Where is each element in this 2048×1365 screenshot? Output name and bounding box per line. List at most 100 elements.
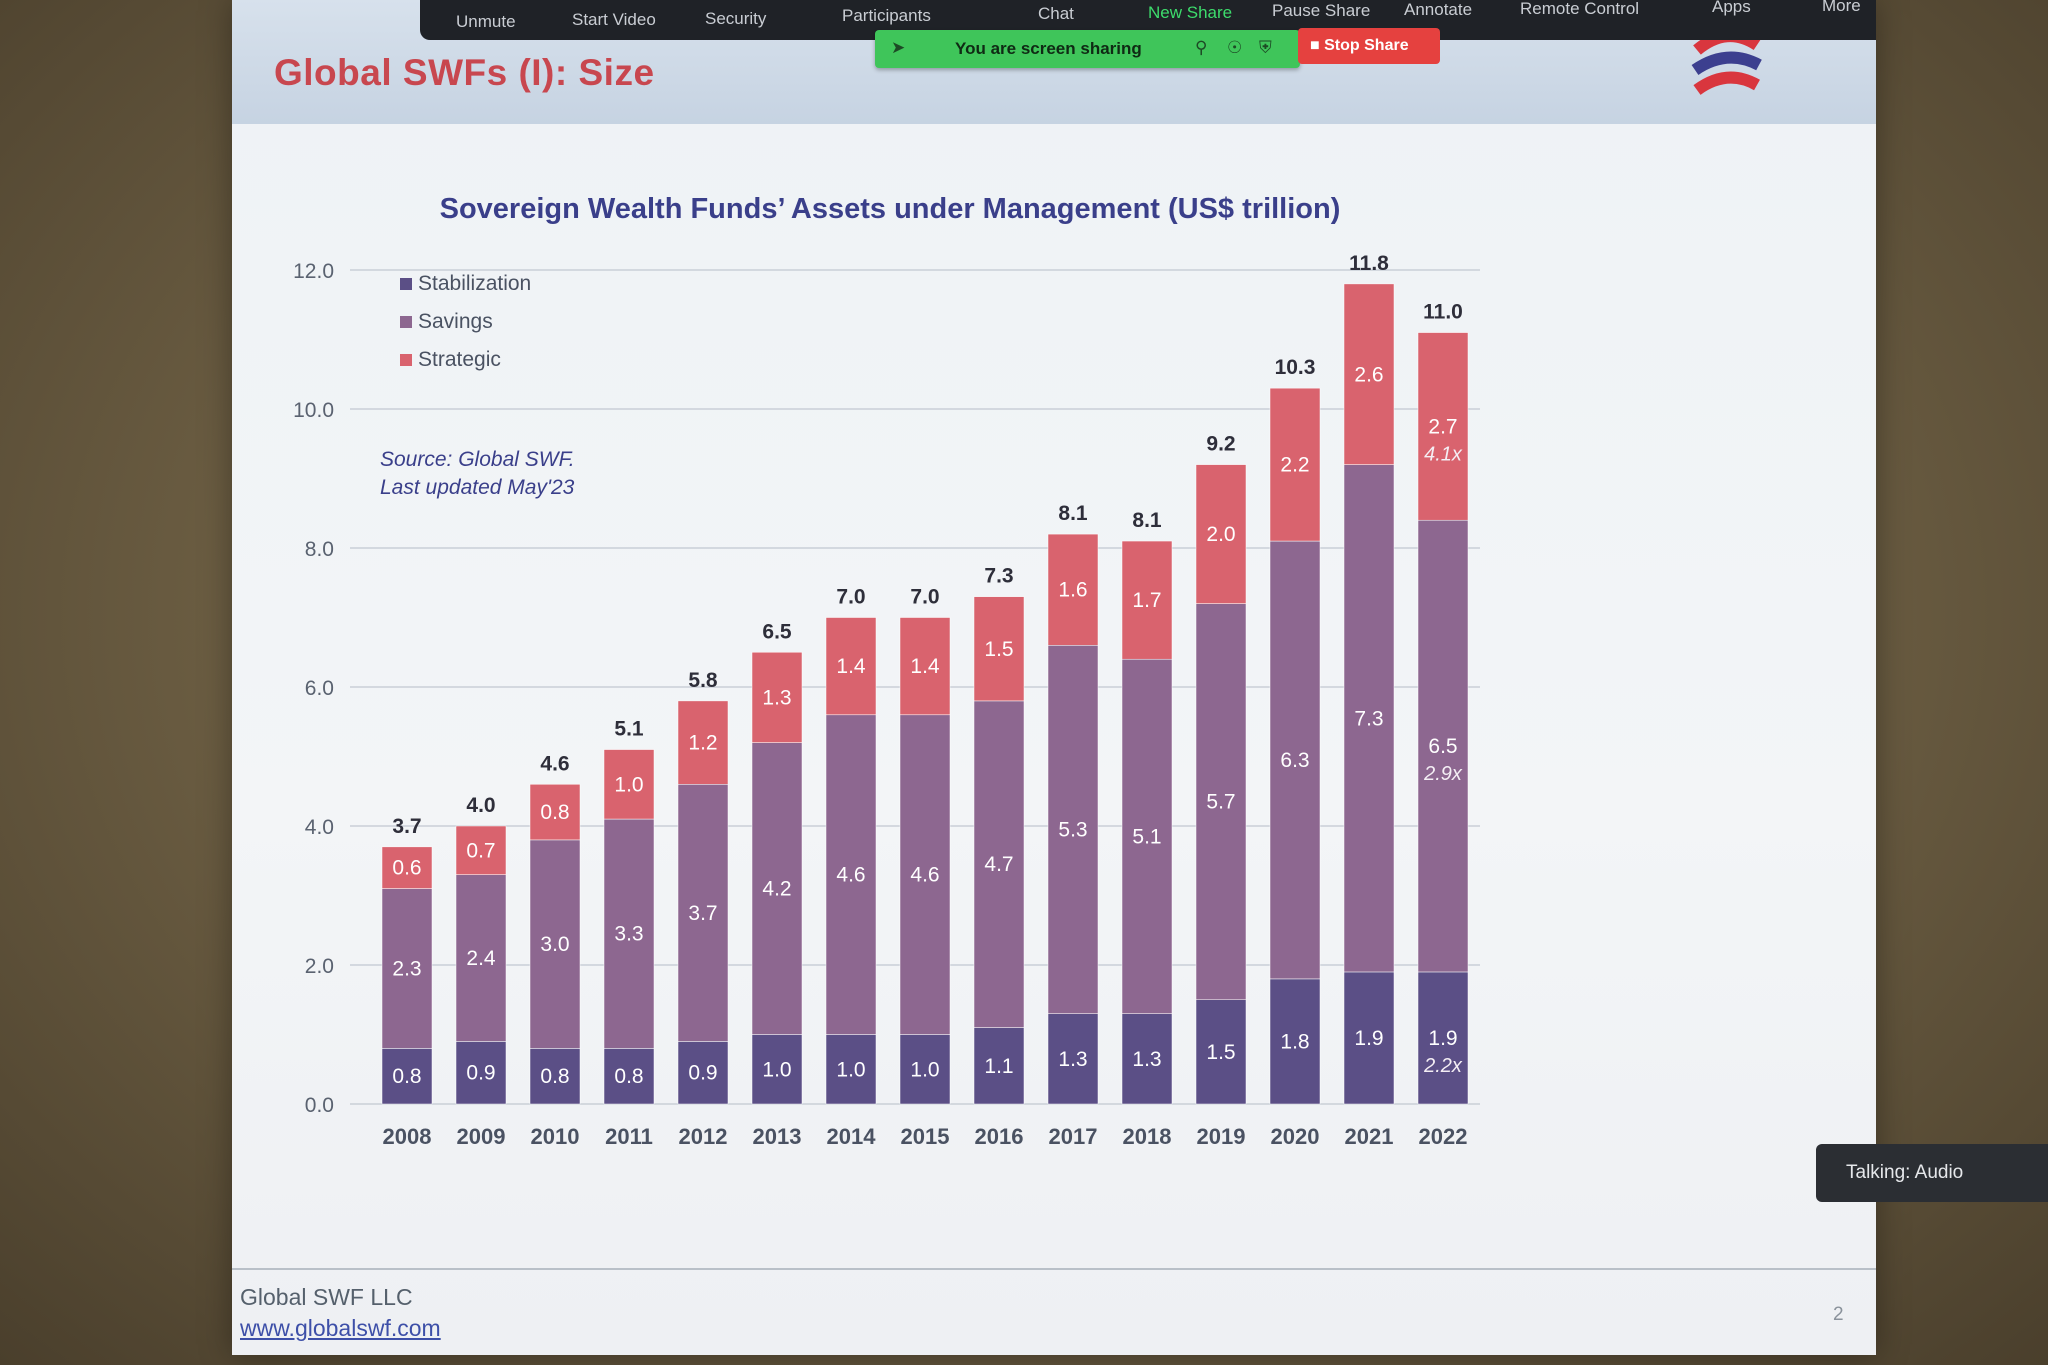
stop-share-button[interactable]: ■ Stop Share	[1298, 28, 1440, 64]
legend-swatch-savings	[400, 316, 412, 328]
bar-savings-2018	[1121, 658, 1173, 1014]
legend-swatch-stabilization	[400, 278, 412, 290]
participants-button[interactable]: Participants	[842, 6, 931, 25]
bar-strategic-2016	[973, 596, 1025, 702]
total-label: 10.3	[1275, 356, 1316, 379]
total-label: 5.8	[688, 669, 718, 692]
bar-strategic-2021	[1343, 283, 1395, 465]
y-tick-label: 0.0	[305, 1094, 334, 1117]
security-button[interactable]: Security	[705, 9, 767, 28]
data-label: 6.3	[1280, 749, 1309, 772]
bar-stabilization-2014	[825, 1034, 877, 1105]
bar-savings-2010	[529, 839, 581, 1049]
data-label: 1.0	[762, 1058, 791, 1081]
source-note-line2: Last updated May'23	[380, 476, 575, 499]
chart-legend: Stabilization Savings Strategic	[400, 272, 531, 371]
bar-stabilization-2021	[1343, 971, 1395, 1105]
data-label: 4.7	[984, 853, 1013, 876]
bar-savings-2017	[1047, 645, 1099, 1014]
data-label: 1.5	[984, 638, 1013, 661]
multiplier-label: 2.9x	[1423, 763, 1463, 785]
legend-label-stabilization: Stabilization	[418, 272, 531, 295]
chart: Sovereign Wealth Funds’ Assets under Man…	[293, 193, 1480, 1149]
pause-share-button[interactable]: Pause Share	[1272, 1, 1371, 20]
bar-stabilization-2018	[1121, 1013, 1173, 1105]
shield-icon[interactable]: ⛨	[1259, 38, 1272, 57]
data-label: 7.3	[1354, 707, 1383, 730]
bar-strategic-2019	[1195, 464, 1247, 604]
bar-stabilization-2019	[1195, 999, 1247, 1105]
data-label: 1.1	[984, 1055, 1013, 1078]
x-tick-label: 2010	[531, 1124, 580, 1149]
more-button[interactable]: More	[1822, 0, 1861, 15]
multiplier-label: 2.2x	[1423, 1055, 1463, 1077]
data-label: 1.9	[1354, 1027, 1383, 1050]
x-tick-label: 2013	[753, 1124, 802, 1149]
data-label: 2.2	[1280, 454, 1309, 477]
slide-title: Global SWFs (I): Size	[274, 52, 655, 93]
bar-strategic-2009	[455, 825, 507, 875]
screen-sharing-label: You are screen sharing	[955, 39, 1142, 58]
pin-icon[interactable]: ➤	[891, 38, 906, 57]
page-number: 2	[1833, 1304, 1844, 1325]
data-label: 1.3	[762, 686, 791, 709]
screen-sharing-bar[interactable]: ➤ You are screen sharing ⚲ ☉ ⛨	[875, 30, 1300, 68]
x-tick-label: 2021	[1345, 1124, 1394, 1149]
data-label: 4.6	[836, 864, 865, 887]
bar-savings-2011	[603, 818, 655, 1049]
total-label: 11.0	[1423, 301, 1463, 324]
bar-strategic-2013	[751, 652, 803, 743]
y-tick-label: 6.0	[305, 677, 334, 700]
stop-share-label: Stop Share	[1324, 37, 1409, 54]
data-label: 0.6	[392, 857, 421, 880]
bar-savings-2016	[973, 700, 1025, 1028]
data-label: 6.5	[1428, 735, 1457, 758]
source-note-line1: Source: Global SWF.	[380, 448, 575, 471]
data-label: 1.0	[910, 1058, 939, 1081]
data-label: 3.0	[540, 933, 569, 956]
footer-company: Global SWF LLC	[240, 1284, 413, 1310]
data-label: 0.8	[540, 801, 569, 824]
y-tick-label: 12.0	[293, 260, 334, 283]
bar-savings-2009	[455, 874, 507, 1042]
data-label: 0.8	[392, 1065, 421, 1088]
data-label: 3.3	[614, 923, 643, 946]
bar-savings-2013	[751, 742, 803, 1035]
data-label: 2.7	[1428, 415, 1457, 438]
start-video-button[interactable]: Start Video	[572, 10, 656, 29]
annotate-button[interactable]: Annotate	[1404, 0, 1473, 19]
x-tick-label: 2016	[975, 1124, 1024, 1149]
footer-link[interactable]: www.globalswf.com	[240, 1315, 441, 1341]
data-label: 4.6	[910, 864, 939, 887]
y-tick-label: 2.0	[305, 955, 334, 978]
data-label: 1.9	[1428, 1027, 1457, 1050]
bar-strategic-2010	[529, 784, 581, 841]
data-label: 1.3	[1058, 1048, 1087, 1071]
total-label: 7.0	[836, 586, 865, 609]
chat-button[interactable]: Chat	[1038, 4, 1074, 23]
mic-muted-icon[interactable]: ⚲	[1195, 38, 1208, 57]
new-share-button[interactable]: New Share	[1148, 3, 1233, 22]
bar-strategic-2020	[1269, 387, 1321, 542]
bar-savings-2020	[1269, 540, 1321, 980]
total-label: 8.1	[1058, 502, 1088, 525]
remote-control-button[interactable]: Remote Control	[1520, 0, 1640, 18]
unmute-button[interactable]: Unmute	[456, 12, 516, 31]
bar-strategic-2015	[899, 617, 951, 716]
y-tick-label: 10.0	[293, 399, 334, 422]
data-label: 1.4	[910, 655, 940, 678]
multiplier-label: 4.1x	[1424, 443, 1463, 465]
data-label: 1.6	[1058, 579, 1087, 602]
bar-stabilization-2012	[677, 1041, 729, 1105]
bar-strategic-2008	[381, 846, 433, 889]
bar-savings-2008	[381, 888, 433, 1049]
apps-button[interactable]: Apps	[1712, 0, 1751, 16]
slide-screen: Global SWFs (I): Size Sovereign Wealth F…	[232, 0, 1876, 1355]
data-label: 4.2	[762, 878, 791, 901]
record-icon[interactable]: ☉	[1227, 38, 1243, 57]
bar-strategic-2018	[1121, 540, 1173, 660]
bar-stabilization-2017	[1047, 1013, 1099, 1105]
y-tick-label: 8.0	[305, 538, 334, 561]
y-tick-label: 4.0	[305, 816, 334, 839]
data-label: 2.3	[392, 957, 421, 980]
